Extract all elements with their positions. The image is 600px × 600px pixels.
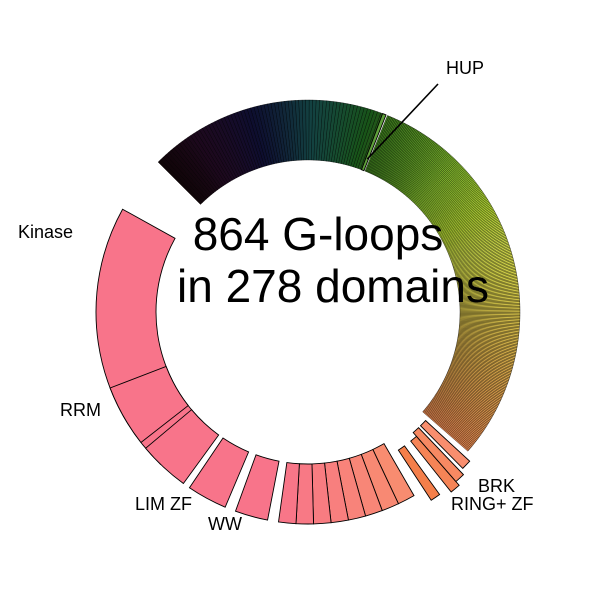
- leader-hup: [366, 83, 439, 160]
- segment-ww: [234, 454, 280, 521]
- center-line-1: 864 G-loops: [193, 208, 444, 260]
- label-ww: WW: [208, 514, 242, 534]
- segment-hup: [360, 112, 387, 172]
- label-rrm: RRM: [60, 400, 101, 420]
- label-leader-lines: [366, 83, 439, 160]
- center-line-2: in 278 domains: [177, 260, 489, 312]
- label-brk: BRK: [478, 476, 515, 496]
- segment-domain-slice: [364, 115, 390, 172]
- label-ring-zf: RING+ ZF: [451, 494, 534, 514]
- center-summary: 864 G-loops in 278 domains: [177, 208, 489, 312]
- segment-small-family: [277, 462, 300, 525]
- donut-segments: [95, 99, 521, 525]
- label-hup: HUP: [446, 58, 484, 78]
- segment-rrm: [109, 365, 189, 444]
- segment-brk: [412, 427, 465, 483]
- category-labels: Kinase RRM LIM ZF WW BRK RING+ ZF HUP: [18, 58, 534, 534]
- segment-ring-zf: [397, 445, 441, 501]
- label-kinase: Kinase: [18, 222, 73, 242]
- segment-brk: [419, 419, 471, 470]
- segment-lim-zf: [188, 437, 250, 508]
- segment-ring-zf: [410, 435, 460, 493]
- segment-domain-slice: [157, 159, 203, 205]
- label-lim-zf: LIM ZF: [135, 494, 192, 514]
- segment-unlabeled-family: [144, 409, 220, 485]
